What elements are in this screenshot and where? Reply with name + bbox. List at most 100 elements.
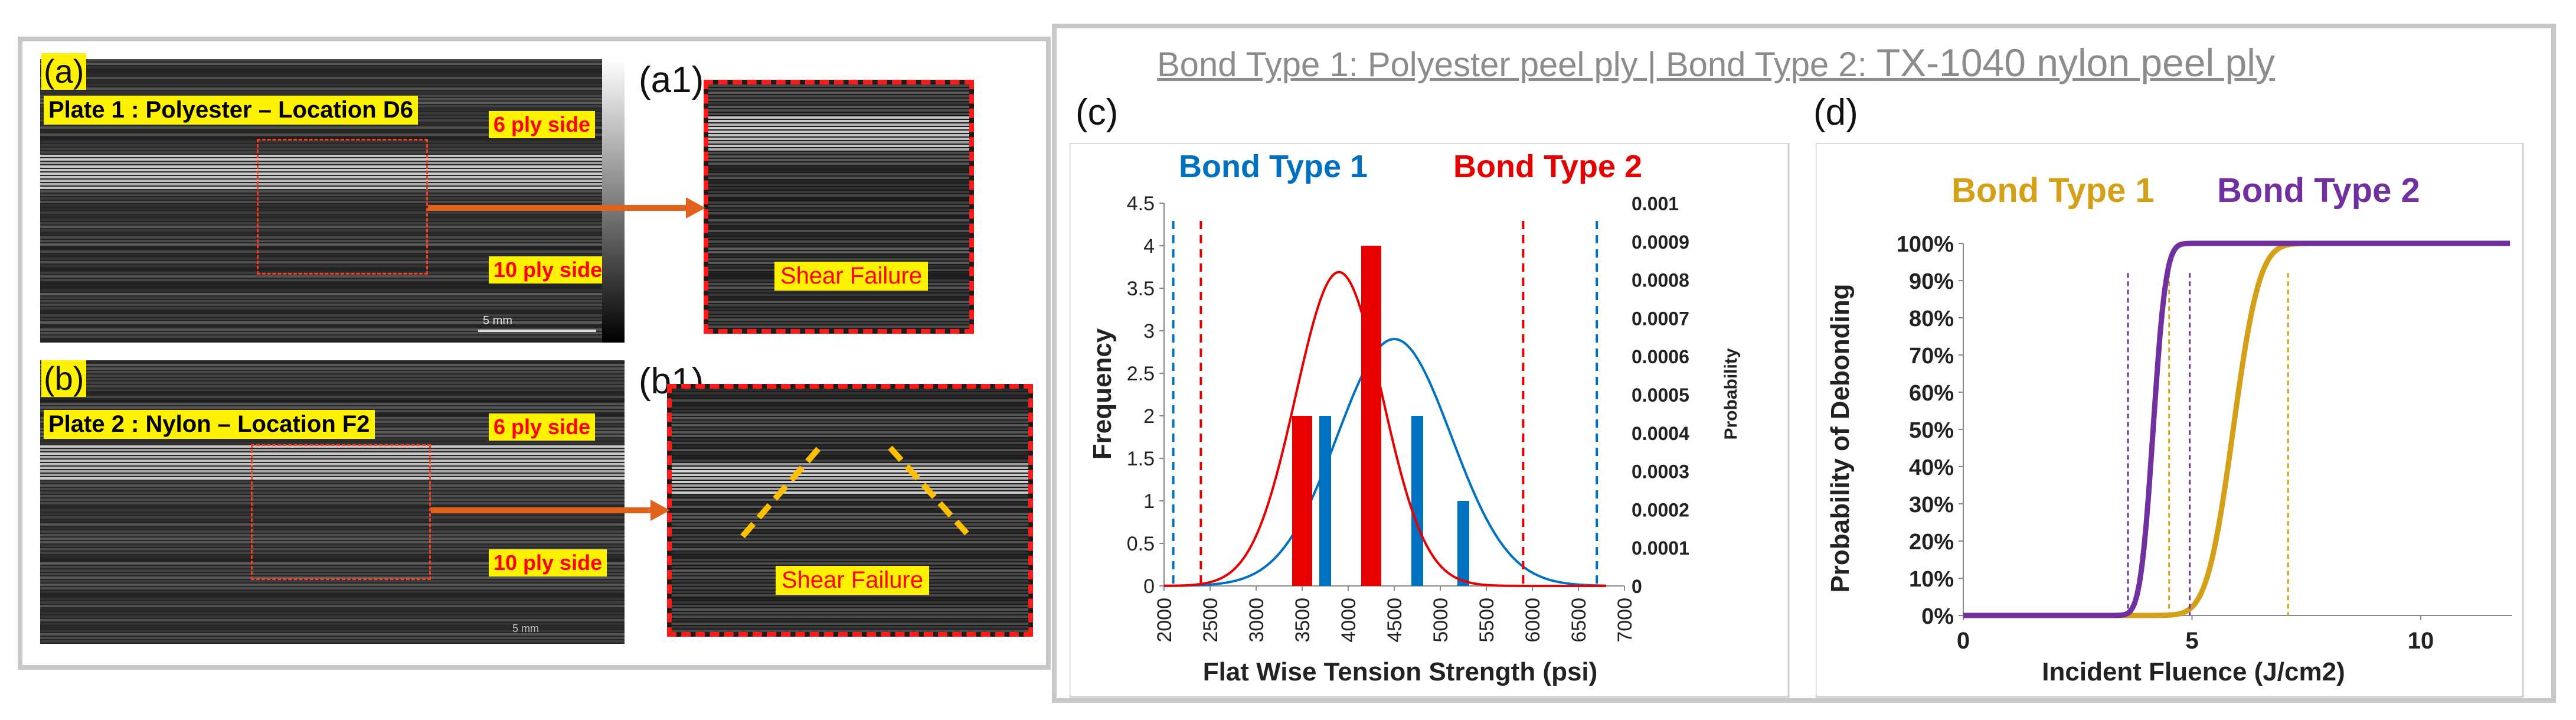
texture-band xyxy=(40,495,625,497)
texture-band xyxy=(672,456,1028,458)
chart-c-y2label: Probability xyxy=(1721,348,1741,439)
chart-d-ytick-label: 60% xyxy=(1909,381,1954,406)
texture-band xyxy=(672,555,1028,558)
chart-d: Bond Type 1 Bond Type 2 0% 10% 20% 30% 40% 50% 6… xyxy=(1816,143,2524,698)
texture-band xyxy=(708,177,969,179)
texture-band xyxy=(708,315,969,317)
texture-band xyxy=(40,403,625,405)
texture-band xyxy=(40,605,625,607)
texture-band xyxy=(40,261,625,263)
texture-band xyxy=(40,332,625,334)
texture-band xyxy=(40,339,625,341)
texture-band xyxy=(40,77,625,79)
chart-c-y2tick-label: 0.0007 xyxy=(1632,308,1689,329)
texture-band xyxy=(40,488,625,490)
texture-band xyxy=(672,403,1028,405)
texture-band xyxy=(672,502,1028,504)
texture-band xyxy=(708,187,969,190)
texture-band xyxy=(672,615,1028,618)
chart-c-ytick-label: 3.5 xyxy=(1127,278,1155,300)
texture-band xyxy=(40,165,625,168)
texture-band xyxy=(40,449,625,451)
texture-band xyxy=(40,275,625,278)
texture-band xyxy=(40,545,625,547)
texture-band xyxy=(672,424,1028,426)
texture-band xyxy=(672,630,1028,632)
texture-band xyxy=(40,286,625,288)
texture-band xyxy=(40,623,625,625)
texture-band xyxy=(40,569,625,572)
texture-band xyxy=(40,133,625,136)
texture-band xyxy=(708,170,969,172)
texture-band xyxy=(40,467,625,469)
chart-c-y2tick-label: 0.0008 xyxy=(1632,270,1689,291)
chart-c-bar xyxy=(1457,501,1469,586)
top-side-label-a: 6 ply side xyxy=(489,111,596,138)
chart-c-y2tick-label: 0.0001 xyxy=(1632,537,1689,559)
texture-band xyxy=(40,385,625,387)
texture-band xyxy=(708,120,969,122)
texture-band xyxy=(40,141,625,143)
chart-c-xtick-label: 4500 xyxy=(1384,598,1406,643)
chart-c-xtick-label: 3500 xyxy=(1292,598,1314,643)
chart-c-bar xyxy=(1292,416,1312,586)
texture-band xyxy=(40,442,625,444)
texture-band xyxy=(40,148,625,150)
plate-label-a: Plate 1 : Polyester – Location D6 xyxy=(44,96,418,125)
texture-band xyxy=(708,191,969,193)
texture-band xyxy=(40,314,625,317)
texture-band xyxy=(708,308,969,310)
texture-band xyxy=(40,552,625,554)
texture-band xyxy=(40,297,625,299)
texture-band xyxy=(708,240,969,243)
texture-band xyxy=(708,141,969,144)
texture-band xyxy=(40,190,625,193)
texture-band xyxy=(672,442,1028,444)
chart-c-ytick-label: 2.5 xyxy=(1127,363,1155,385)
texture-band xyxy=(40,491,625,494)
chart-c: Bond Type 1 Bond Type 2 0 0.5 1 1.5 2 2.5 3 3.5 4 4… xyxy=(1070,143,1790,698)
texture-band xyxy=(40,580,625,582)
texture-band xyxy=(40,371,625,373)
texture-band xyxy=(672,389,1028,391)
texture-band xyxy=(672,431,1028,434)
texture-band xyxy=(40,240,625,242)
texture-band xyxy=(708,155,969,158)
texture-band xyxy=(672,559,1028,561)
texture-band xyxy=(40,637,625,639)
texture-band xyxy=(672,513,1028,515)
chart-c-xtick-label: 7000 xyxy=(1614,598,1636,643)
texture-band xyxy=(40,208,625,210)
texture-band xyxy=(708,294,969,296)
texture-band xyxy=(40,601,625,604)
title-part1: Bond Type 1: Polyester peel ply | Bond T… xyxy=(1157,45,1877,84)
texture-band xyxy=(40,335,625,338)
chart-c-ytick-label: 4.5 xyxy=(1127,193,1155,215)
texture-band xyxy=(672,491,1028,494)
zoom-image-a1: Shear Failure xyxy=(704,80,974,334)
texture-band xyxy=(672,399,1028,402)
chart-d-ytick-label: 20% xyxy=(1909,530,1954,555)
texture-band xyxy=(672,467,1028,469)
zoom-texture-b1 xyxy=(672,389,1028,632)
texture-band xyxy=(40,506,625,508)
texture-band xyxy=(40,527,625,529)
texture-band xyxy=(40,84,625,86)
texture-band xyxy=(40,555,625,558)
texture-band xyxy=(40,70,625,72)
texture-band xyxy=(40,176,625,178)
texture-band xyxy=(708,237,969,239)
texture-band xyxy=(40,520,625,522)
chart-d-ytick-label: 30% xyxy=(1909,493,1954,517)
chart-d-ytick-label: 80% xyxy=(1909,307,1954,331)
texture-band xyxy=(40,608,625,611)
texture-band xyxy=(40,151,625,154)
texture-band xyxy=(40,460,625,462)
chart-c-ytick-label: 4 xyxy=(1143,235,1155,258)
texture-band xyxy=(40,300,625,302)
texture-band xyxy=(40,541,625,543)
zoom-image-b1: Shear Failure xyxy=(667,384,1033,637)
texture-band xyxy=(40,378,625,380)
chart-d-xtick-label: 10 xyxy=(2408,628,2434,654)
texture-band xyxy=(708,325,969,328)
